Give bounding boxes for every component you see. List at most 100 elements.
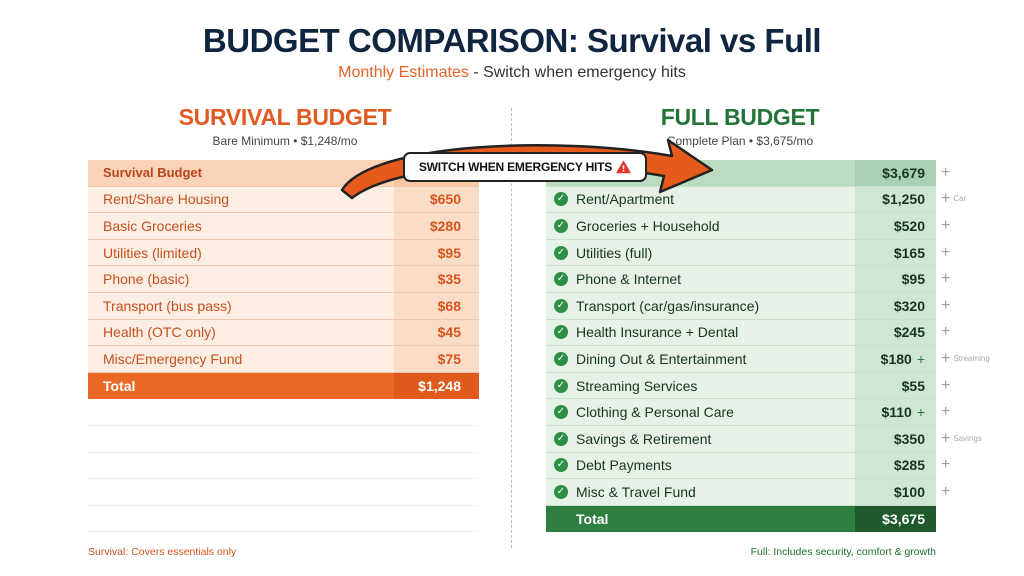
footnote-text: Covers essentials only xyxy=(128,546,237,558)
table-row: ✓ Debt Payments $285 + xyxy=(546,452,950,480)
plus-icon: + xyxy=(941,243,951,261)
check-circle-icon: ✓ xyxy=(554,245,568,260)
row-label: Basic Groceries xyxy=(103,217,202,234)
table-row: Misc/Emergency Fund $75 xyxy=(88,346,479,373)
full-heading-block: FULL BUDGET Complete Plan • $3,675/mo xyxy=(610,104,870,148)
check-circle-icon: ✓ xyxy=(554,325,568,340)
survival-subheading: Bare Minimum • $1,248/mo xyxy=(212,134,358,148)
table-row: ✓ Phone & Internet $95 + xyxy=(546,266,950,293)
row-label-wrap: ✓ Rent/Apartment xyxy=(546,191,855,207)
full-subheading: Complete Plan • $3,675/mo xyxy=(666,134,814,148)
row-label: Phone & Internet xyxy=(576,271,682,288)
row-value: $320 xyxy=(855,292,936,319)
table-row: Health (OTC only) $45 xyxy=(88,319,479,347)
row-value: $95 xyxy=(855,266,936,292)
subtitle-rest: - Switch when emergency hits xyxy=(468,64,686,81)
warning-icon xyxy=(616,160,631,174)
row-label: Misc/Emergency Fund xyxy=(103,350,243,367)
check-circle-icon: ✓ xyxy=(554,378,568,393)
footnote-label: Survival: xyxy=(88,546,129,558)
row-label: Misc & Travel Fund xyxy=(576,483,696,500)
row-value: $350 xyxy=(855,425,936,452)
table-row: ✓ Rent/Apartment $1,250 + Car xyxy=(546,186,966,214)
survival-heading: SURVIVAL BUDGET xyxy=(178,104,392,130)
banner-text: SWITCH WHEN EMERGENCY HITS xyxy=(418,160,613,174)
row-value: $520 xyxy=(855,213,936,239)
table-row: ✓ Utilities (full) $165 + xyxy=(546,239,950,267)
row-label-wrap: ✓ Streaming Services xyxy=(546,378,855,394)
row-value: $100 xyxy=(855,479,936,505)
page-title: BUDGET COMPARISON: Survival vs Full xyxy=(202,22,822,59)
plus-icon: + xyxy=(941,216,951,234)
row-label: Savings & Retirement xyxy=(576,430,712,447)
row-value: $285 xyxy=(855,452,936,479)
row-label: Clothing & Personal Care xyxy=(576,404,734,421)
full-heading: FULL BUDGET xyxy=(660,104,820,130)
row-label: Groceries + Household xyxy=(576,217,720,234)
row-value: $75 xyxy=(394,346,479,372)
plus-icon: + xyxy=(941,403,951,421)
row-label: Rent/Apartment xyxy=(576,191,675,208)
survival-header-label: Survival Budget xyxy=(103,165,202,181)
switch-banner: SWITCH WHEN EMERGENCY HITS xyxy=(403,152,647,182)
check-circle-icon: ✓ xyxy=(554,192,568,207)
row-label-wrap: ✓ Debt Payments xyxy=(546,457,855,473)
row-label: Streaming Services xyxy=(576,377,698,394)
row-label-wrap: ✓ Misc & Travel Fund xyxy=(546,484,855,500)
blank-line xyxy=(88,479,479,506)
plus-icon: + Savings xyxy=(941,429,982,447)
subtitle-accent: Monthly Estimates xyxy=(338,64,469,81)
row-label: Transport (bus pass) xyxy=(103,297,232,314)
plus-icon: + xyxy=(916,350,925,367)
total-label: Total xyxy=(576,511,609,528)
side-tag: Savings xyxy=(953,433,982,443)
row-label: Dining Out & Entertainment xyxy=(576,350,747,367)
plus-icon: + xyxy=(916,404,925,421)
check-circle-icon: ✓ xyxy=(554,351,568,366)
row-value-wrap: $110 + xyxy=(855,399,936,425)
side-tag: Car xyxy=(953,194,967,204)
side-tag: Streaming xyxy=(953,353,990,363)
row-label-wrap: ✓ Clothing & Personal Care xyxy=(546,404,855,420)
row-value: $165 xyxy=(855,239,936,266)
table-row: Transport (bus pass) $68 xyxy=(88,292,479,320)
row-value: $1,250 xyxy=(855,186,936,213)
blank-line xyxy=(88,426,479,453)
row-label: Health (OTC only) xyxy=(103,324,216,341)
table-row: ✓ Health Insurance + Dental $245 + xyxy=(546,319,950,347)
table-row: ✓ Groceries + Household $520 + xyxy=(546,213,950,240)
row-value: $55 xyxy=(855,372,936,399)
page-subtitle: Monthly Estimates - Switch when emergenc… xyxy=(0,64,1024,82)
row-label: Health Insurance + Dental xyxy=(576,324,739,341)
check-circle-icon: ✓ xyxy=(554,218,568,233)
blank-line xyxy=(88,506,479,533)
row-label: Transport (car/gas/insurance) xyxy=(576,297,760,314)
survival-total-row: Total $1,248 xyxy=(88,372,479,400)
check-circle-icon: ✓ xyxy=(554,405,568,420)
survival-footnote: Survival: Covers essentials only xyxy=(88,546,236,558)
row-value: $650 xyxy=(394,186,479,213)
plus-icon: + Car xyxy=(941,190,967,208)
table-row: ✓ Clothing & Personal Care $110 + + xyxy=(546,399,950,426)
row-value: $35 xyxy=(394,266,479,292)
center-divider xyxy=(511,108,512,548)
row-value-wrap: $180 + xyxy=(855,346,936,372)
row-label-wrap: ✓ Groceries + Household xyxy=(546,218,855,234)
survival-heading-block: SURVIVAL BUDGET Bare Minimum • $1,248/mo xyxy=(150,104,420,148)
table-row: ✓ Misc & Travel Fund $100 + xyxy=(546,479,950,506)
row-label-wrap: ✓ Dining Out & Entertainment xyxy=(546,351,855,367)
row-label-wrap: ✓ Savings & Retirement xyxy=(546,431,855,447)
row-label-wrap: ✓ Utilities (full) xyxy=(546,245,855,261)
table-row: Basic Groceries $280 xyxy=(88,213,479,240)
plus-icon: + xyxy=(941,296,951,314)
total-value: $3,675 xyxy=(855,505,936,533)
check-circle-icon: ✓ xyxy=(554,431,568,446)
plus-icon: + Streaming xyxy=(941,349,990,367)
row-label: Rent/Share Housing xyxy=(103,191,230,208)
plus-icon: + xyxy=(941,270,951,288)
footnote-label: Full: xyxy=(750,546,771,558)
row-label-wrap: ✓ Health Insurance + Dental xyxy=(546,324,855,340)
row-label: Debt Payments xyxy=(576,457,672,474)
row-label-wrap: ✓ Phone & Internet xyxy=(546,271,855,287)
